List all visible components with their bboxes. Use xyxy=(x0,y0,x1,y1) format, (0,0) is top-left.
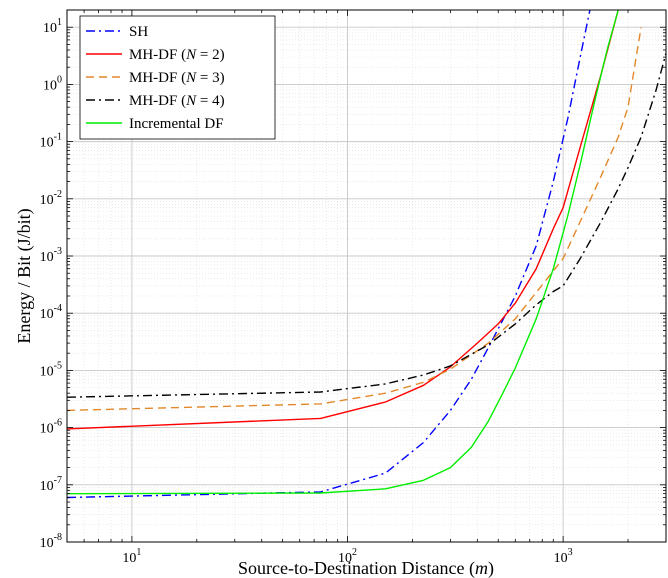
plot-frame xyxy=(66,9,667,543)
legend-entry: Incremental DF xyxy=(129,116,224,132)
y-tick-label: 10-6 xyxy=(40,418,62,437)
series-line xyxy=(67,10,619,430)
y-tick-label: 10-5 xyxy=(40,360,62,379)
y-tick-label: 101 xyxy=(43,17,62,36)
series-line xyxy=(67,27,642,412)
series-line xyxy=(67,53,666,398)
x-tick-labels: 101 102 103 xyxy=(122,547,572,566)
y-tick-label: 10-2 xyxy=(40,189,62,208)
y-axis-label: Energy / Bit (J/bit) xyxy=(14,208,35,343)
x-tick-label: 103 xyxy=(554,547,573,566)
legend: SH MH-DF (N = 2) MH-DF (N = 3) MH-DF (N = 4… xyxy=(79,15,276,140)
y-tick-labels: 10-8 10-7 10-6 10-5 10-4 10-3 10-2 10-1 100 101 xyxy=(40,17,62,551)
legend-entry: MH-DF (N = 3) xyxy=(129,70,225,86)
y-tick-label: 100 xyxy=(43,74,62,93)
y-tick-label: 10-8 xyxy=(40,532,62,551)
y-tick-label: 10-7 xyxy=(40,475,62,494)
legend-entry: MH-DF (N = 2) xyxy=(129,47,225,63)
x-tick-label: 102 xyxy=(338,547,357,566)
legend-entry: SH xyxy=(129,24,148,40)
x-axis-label: Source-to-Destination Distance (m) xyxy=(238,558,494,578)
series-layer xyxy=(67,10,666,499)
y-tick-label: 10-3 xyxy=(40,246,62,265)
x-tick-label: 101 xyxy=(122,547,141,566)
y-tick-label: 10-1 xyxy=(40,132,62,151)
legend-entry: MH-DF (N = 4) xyxy=(129,93,225,109)
series-line xyxy=(67,10,591,499)
y-tick-label: 10-4 xyxy=(40,303,62,322)
series-line xyxy=(67,10,619,495)
